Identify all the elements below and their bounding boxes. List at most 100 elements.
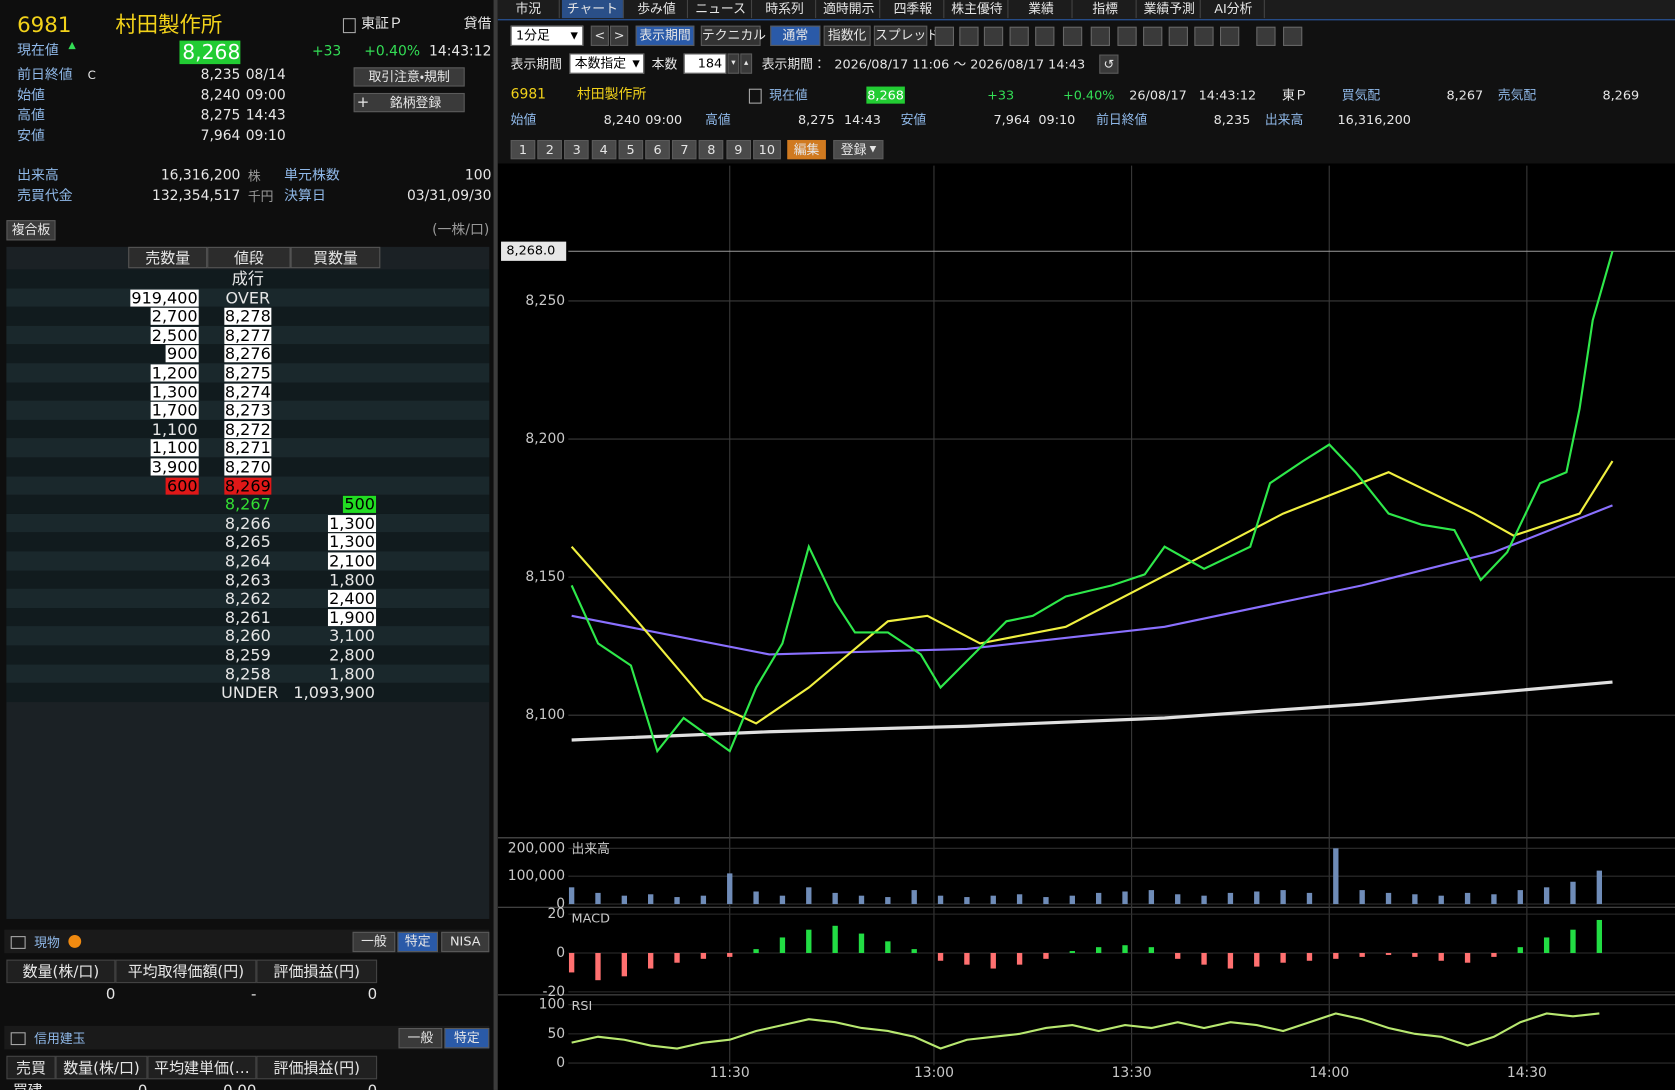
tab[interactable]: 一般 bbox=[352, 931, 396, 953]
edit-button[interactable]: 編集 bbox=[787, 139, 826, 160]
tab[interactable]: AI分析 bbox=[1202, 0, 1265, 19]
bar bbox=[1227, 952, 1234, 969]
tool-icon[interactable] bbox=[1219, 26, 1240, 46]
bar bbox=[858, 933, 865, 953]
tool-button[interactable]: テクニカル bbox=[700, 25, 766, 46]
tool-button[interactable]: 通常 bbox=[770, 25, 821, 46]
chart-background bbox=[497, 163, 1675, 1090]
tab[interactable]: チャート bbox=[561, 0, 624, 19]
button[interactable]: 銘柄登録 bbox=[353, 92, 465, 113]
tab[interactable]: 四季報 bbox=[882, 0, 945, 19]
tool-icon[interactable] bbox=[1117, 26, 1137, 46]
bar bbox=[832, 925, 838, 953]
tool-icon[interactable] bbox=[1168, 26, 1188, 46]
tab[interactable]: 指標 bbox=[1074, 0, 1137, 19]
cell: 3,900 bbox=[150, 458, 199, 476]
tool-icon[interactable] bbox=[1009, 26, 1029, 46]
tool-icon[interactable] bbox=[983, 26, 1004, 46]
tool-button[interactable]: 指数化 bbox=[823, 25, 871, 46]
tool-icon[interactable] bbox=[1062, 26, 1083, 46]
sell-qty: 600 bbox=[165, 476, 199, 496]
page-button[interactable]: 4 bbox=[591, 139, 616, 160]
tab[interactable]: 時系列 bbox=[754, 0, 817, 19]
series-line bbox=[571, 504, 1613, 656]
tool-icon[interactable] bbox=[1143, 26, 1163, 46]
tab[interactable]: 特定 bbox=[397, 931, 439, 953]
tab[interactable]: 株主優待 bbox=[946, 0, 1009, 19]
sell-qty: 1,200 bbox=[150, 363, 199, 383]
price: 8,271 bbox=[223, 438, 272, 458]
tab[interactable]: 歩み値 bbox=[626, 0, 688, 19]
tab[interactable]: 業績予測 bbox=[1138, 0, 1201, 19]
cell: 8,264 bbox=[220, 552, 276, 569]
bar bbox=[1438, 895, 1444, 905]
tool-icon[interactable] bbox=[959, 26, 979, 46]
price: 8,272 bbox=[223, 419, 272, 439]
tool-button[interactable]: スプレッド bbox=[873, 25, 939, 46]
stat-value: 16,316,200 bbox=[160, 167, 241, 184]
cell: 8,266 bbox=[220, 515, 276, 532]
tab[interactable]: 市況 bbox=[497, 0, 560, 19]
bar bbox=[1069, 895, 1075, 905]
tool-icon[interactable] bbox=[1035, 26, 1055, 46]
tool-icon[interactable] bbox=[1283, 26, 1303, 46]
cell: 8,274 bbox=[220, 383, 276, 401]
spinner[interactable]: ▴ bbox=[740, 53, 753, 74]
price: 8,277 bbox=[223, 325, 272, 345]
buy-qty: 1,800 bbox=[329, 664, 375, 684]
page-button[interactable]: 3 bbox=[564, 139, 590, 160]
bar bbox=[648, 894, 654, 905]
count-input[interactable]: 184 bbox=[683, 53, 727, 74]
prev-button[interactable]: < bbox=[590, 25, 609, 46]
cell: 1,800 bbox=[328, 571, 376, 588]
page-button[interactable]: 9 bbox=[726, 139, 751, 160]
tab[interactable]: 一般 bbox=[398, 1027, 443, 1049]
y-tick-label: 8,100 bbox=[525, 707, 565, 723]
row-time: 14:43 bbox=[245, 107, 286, 124]
stat-label: 単元株数 bbox=[284, 167, 340, 184]
bar bbox=[1491, 952, 1497, 957]
price: 8,264 bbox=[224, 551, 271, 571]
register-button[interactable]: 登録 bbox=[833, 139, 884, 160]
tab[interactable]: 特定 bbox=[444, 1027, 490, 1049]
page-button[interactable]: 2 bbox=[537, 139, 563, 160]
interval-select[interactable]: 1分足 bbox=[510, 25, 584, 46]
button[interactable]: 取引注意・規制 bbox=[353, 67, 465, 87]
tool-icon[interactable] bbox=[934, 26, 954, 46]
price: 8,275 bbox=[223, 363, 272, 383]
page-button[interactable]: 7 bbox=[672, 139, 697, 160]
page-button[interactable]: 8 bbox=[699, 139, 724, 160]
tool-icon[interactable] bbox=[1194, 26, 1214, 46]
tab[interactable]: ニュース bbox=[690, 0, 753, 19]
reload-button[interactable]: ↺ bbox=[1099, 54, 1119, 74]
period-mode[interactable]: 本数指定 bbox=[569, 53, 645, 74]
quote-label: 高値 bbox=[705, 112, 731, 128]
tool-button[interactable]: 表示期間 bbox=[635, 25, 695, 46]
bar bbox=[1517, 890, 1523, 905]
current-price-label: 8,268.0 bbox=[506, 244, 555, 259]
spinner[interactable]: ▾ bbox=[727, 53, 740, 74]
stat-label: 売買代金 bbox=[17, 188, 73, 205]
cell: 8,258 bbox=[220, 665, 276, 682]
tool-icon[interactable] bbox=[1090, 26, 1110, 46]
bar bbox=[1543, 887, 1550, 905]
price: 8,268 bbox=[866, 86, 905, 104]
tab[interactable]: 業績 bbox=[1010, 0, 1073, 19]
alert-icon bbox=[68, 935, 82, 948]
next-button[interactable]: > bbox=[609, 25, 629, 46]
board-tab[interactable]: 複合板 bbox=[6, 220, 56, 241]
page-button[interactable]: 10 bbox=[752, 139, 781, 160]
page-button[interactable]: 6 bbox=[645, 139, 670, 160]
page-button[interactable]: 5 bbox=[618, 139, 643, 160]
bar bbox=[1359, 890, 1365, 905]
quote-label: 出来高 bbox=[1264, 112, 1304, 128]
tab[interactable]: NISA bbox=[441, 931, 490, 953]
page-button[interactable]: 1 bbox=[510, 139, 536, 160]
column-header: 平均取得価額(円) bbox=[115, 959, 257, 984]
cell: 1,800 bbox=[328, 665, 376, 682]
tab[interactable]: 適時開示 bbox=[818, 0, 881, 19]
tool-icon[interactable] bbox=[1256, 26, 1276, 46]
y-tick-label: 0 bbox=[556, 1055, 565, 1071]
